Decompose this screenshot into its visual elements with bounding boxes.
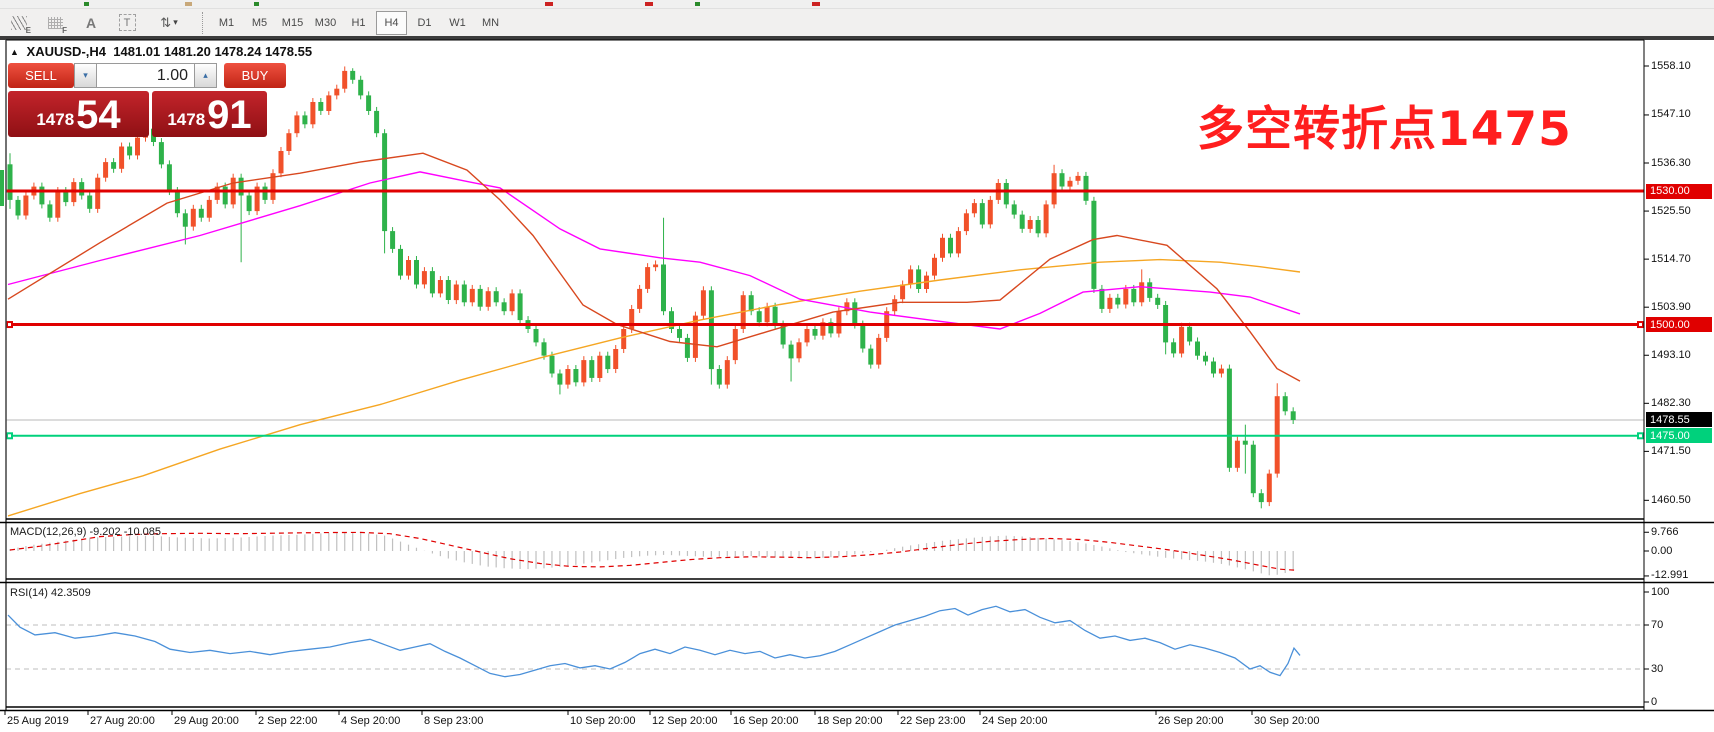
hatch-glyph (11, 15, 27, 30)
sliver-fragment (645, 2, 653, 6)
top-toolbar-sliver (0, 0, 1714, 9)
expert-advisors-icon[interactable]: E (8, 13, 31, 35)
buy-price-pips: 91 (207, 93, 252, 137)
sliver-fragment (185, 2, 192, 6)
sliver-fragment (695, 2, 700, 6)
sell-price-pips: 54 (76, 93, 121, 137)
toolbar: E F A T ⇅ ▾ M1 M5 M15 M30 H1 H4 D1 W1 MN (0, 9, 1714, 36)
chart-title: ▲ XAUUSD-,H4 1481.01 1481.20 1478.24 147… (10, 44, 312, 59)
timeframe-buttons: M1 M5 M15 M30 H1 H4 D1 W1 MN (211, 10, 506, 35)
trade-prices-row: 1478 54 1478 91 (8, 91, 290, 137)
letter-a-glyph: A (85, 14, 97, 31)
arrows-dropdown-icon[interactable]: ⇅ ▾ (152, 13, 186, 33)
sell-price-display[interactable]: 1478 54 (8, 91, 149, 137)
volume-input[interactable] (97, 63, 194, 88)
icon-sub-label: E (25, 25, 31, 35)
buy-button[interactable]: BUY (224, 63, 286, 88)
chevron-down-icon: ▾ (173, 17, 178, 27)
tab-timeframe-D1[interactable]: D1 (417, 16, 432, 29)
sliver-fragment (254, 2, 259, 6)
sliver-fragment (84, 2, 89, 6)
tab-timeframe-W1[interactable]: W1 (449, 16, 466, 29)
tab-timeframe-H4[interactable]: H4 (376, 10, 407, 35)
symbol-label: XAUUSD-,H4 (26, 44, 107, 59)
ohlc-quotes: 1481.01 1481.20 1478.24 1478.55 (113, 44, 313, 59)
sliver-fragment (545, 2, 553, 6)
toolbar-icon-group: E F A T ⇅ ▾ (0, 13, 186, 35)
sort-arrows-glyph: ⇅ (160, 14, 172, 30)
tab-timeframe-M5[interactable]: M5 (251, 16, 268, 29)
dots-glyph (47, 16, 63, 29)
text-box-icon[interactable]: T (116, 13, 138, 33)
buy-price-stem: 1478 (167, 110, 206, 129)
volume-decrease-button[interactable]: ▾ (74, 63, 97, 88)
fibonacci-grid-icon[interactable]: F (44, 13, 67, 35)
buy-price-display[interactable]: 1478 91 (152, 91, 267, 137)
toolbar-separator (202, 11, 203, 34)
sliver-fragment (812, 2, 820, 6)
letter-t-glyph: T (118, 14, 136, 31)
window-frame-band (0, 36, 1714, 40)
triangle-icon: ▲ (10, 47, 19, 57)
chart-surface[interactable] (0, 40, 1714, 732)
text-label-icon[interactable]: A (80, 13, 102, 33)
sell-button[interactable]: SELL (8, 63, 74, 88)
trade-buttons-row: SELL ▾ ▴ BUY (8, 63, 290, 88)
tab-timeframe-M30[interactable]: M30 (314, 16, 337, 29)
tab-timeframe-H1[interactable]: H1 (351, 16, 366, 29)
sell-price-stem: 1478 (36, 110, 75, 129)
tab-timeframe-M15[interactable]: M15 (281, 16, 304, 29)
tab-timeframe-M1[interactable]: M1 (218, 16, 235, 29)
one-click-trade-panel: SELL ▾ ▴ BUY 1478 54 1478 91 (8, 63, 290, 137)
tab-timeframe-MN[interactable]: MN (481, 16, 500, 29)
volume-increase-button[interactable]: ▴ (194, 63, 217, 88)
icon-sub-label: F (62, 25, 67, 35)
